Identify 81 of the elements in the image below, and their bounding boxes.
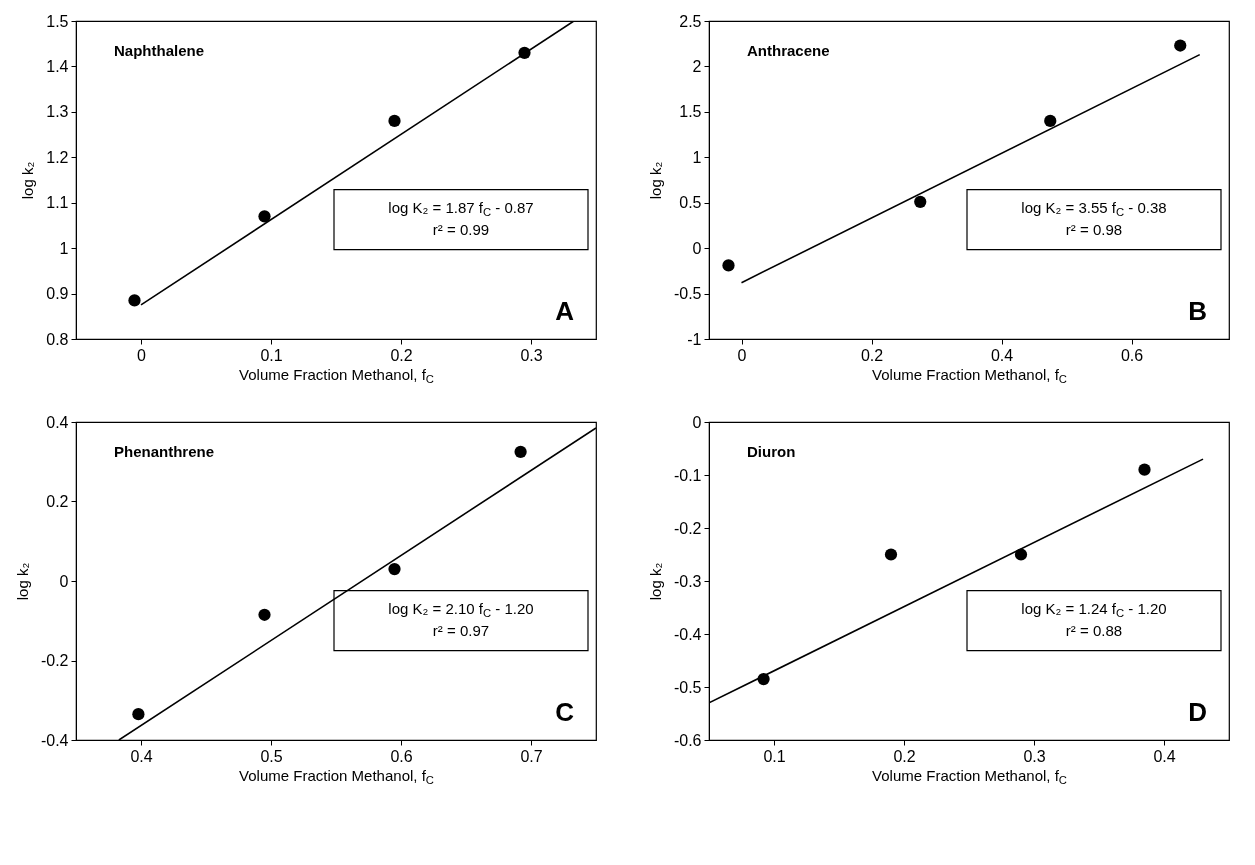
x-tick-label: 0.7 bbox=[520, 747, 543, 765]
annotation: log K₂ = 1.24 f$_{C}$ - 1.20 bbox=[1021, 599, 1167, 619]
point bbox=[1044, 114, 1057, 128]
y-tick-label: 1 bbox=[692, 148, 702, 166]
point bbox=[258, 210, 271, 223]
y-tick-label: 1.5 bbox=[679, 103, 702, 121]
x-axis-title: Volume Fraction Methanol, f$_{C}$ bbox=[239, 365, 434, 385]
x-axis-title: Volume Fraction Methanol, f$_{C}$ bbox=[872, 766, 1067, 786]
y-tick-label: 0.2 bbox=[46, 493, 69, 510]
y-tick-label: -0.4 bbox=[673, 625, 702, 643]
annotation: r² = 0.88 bbox=[1065, 621, 1123, 639]
annotation: C bbox=[555, 697, 575, 727]
x-tick-label: 0.6 bbox=[1120, 346, 1144, 364]
x-tick-label: 0.4 bbox=[990, 346, 1014, 364]
y-tick-label: 1.3 bbox=[46, 103, 69, 121]
y-tick-label: 0.9 bbox=[46, 285, 69, 303]
point bbox=[914, 195, 927, 208]
y-tick-label: 0.5 bbox=[679, 194, 702, 212]
x-tick-label: 0.3 bbox=[520, 346, 543, 364]
x-tick-label: 0.5 bbox=[260, 747, 283, 765]
y-tick-label: 0 bbox=[59, 572, 69, 590]
y-tick-label: 1.4 bbox=[46, 57, 69, 75]
text: Diuron bbox=[747, 443, 796, 460]
point bbox=[128, 294, 141, 307]
y-tick-label: -0.4 bbox=[40, 731, 69, 749]
x-tick-label: 0.1 bbox=[260, 346, 283, 364]
y-tick-label: -0.3 bbox=[673, 572, 702, 590]
y-axis-title: log k₂ bbox=[646, 161, 664, 200]
annotation: r² = 0.98 bbox=[1065, 220, 1123, 238]
annotation: log K₂ = 2.10 f$_{C}$ - 1.20 bbox=[388, 599, 534, 619]
y-tick-label: -0.5 bbox=[673, 285, 702, 303]
x-tick-label: 0.4 bbox=[1153, 747, 1176, 765]
text: Naphthalene bbox=[114, 42, 205, 59]
point bbox=[1138, 463, 1151, 476]
point bbox=[514, 445, 527, 458]
x-tick-label: 0.2 bbox=[893, 747, 916, 765]
y-tick-label: 1.5 bbox=[46, 12, 69, 30]
y-tick-label: 2 bbox=[692, 57, 702, 75]
y-tick-label: -0.6 bbox=[673, 731, 702, 749]
y-tick-label: -0.2 bbox=[40, 652, 69, 669]
y-axis-title: log k₂ bbox=[13, 562, 31, 601]
annotation: r² = 0.99 bbox=[432, 220, 490, 238]
y-tick-label: -0.5 bbox=[673, 678, 702, 696]
y-tick-label: -0.1 bbox=[673, 466, 702, 484]
x-tick-label: 0 bbox=[137, 346, 147, 364]
x-tick-label: 0.3 bbox=[1023, 747, 1046, 765]
y-tick-label: 1 bbox=[59, 239, 69, 257]
y-tick-label: -0.2 bbox=[673, 519, 702, 537]
y-tick-label: 1.1 bbox=[46, 194, 69, 212]
point bbox=[258, 608, 271, 621]
annotation: D bbox=[1188, 697, 1207, 727]
text: Anthracene bbox=[747, 42, 830, 59]
annotation: log K₂ = 1.87 f$_{C}$ - 0.87 bbox=[388, 198, 534, 218]
y-tick-label: 1.2 bbox=[46, 148, 69, 166]
x-tick-label: 0.4 bbox=[130, 747, 153, 765]
point bbox=[1174, 39, 1187, 52]
y-tick-label: -1 bbox=[687, 330, 702, 348]
y-tick-label: 2.5 bbox=[679, 12, 702, 30]
annotation: log K₂ = 3.55 f$_{C}$ - 0.38 bbox=[1021, 198, 1167, 218]
point bbox=[722, 259, 735, 272]
x-tick-label: 0.2 bbox=[390, 346, 413, 364]
x-tick-label: 0 bbox=[737, 346, 747, 364]
x-tick-label: 0.6 bbox=[390, 747, 413, 765]
x-tick-label: 0.2 bbox=[860, 346, 884, 364]
y-axis-title: log k₂ bbox=[19, 161, 37, 200]
y-tick-label: 0.4 bbox=[46, 413, 69, 431]
annotation: r² = 0.97 bbox=[432, 621, 490, 639]
x-axis-title: Volume Fraction Methanol, f$_{C}$ bbox=[872, 365, 1067, 385]
x-axis-title: Volume Fraction Methanol, f$_{C}$ bbox=[239, 766, 434, 786]
annotation: B bbox=[1188, 296, 1207, 326]
text: Phenanthrene bbox=[114, 443, 215, 460]
y-tick-label: 0 bbox=[692, 413, 702, 431]
y-axis-title: log k₂ bbox=[646, 562, 664, 601]
annotation: A bbox=[555, 296, 575, 326]
point bbox=[388, 114, 401, 128]
y-tick-label: 0 bbox=[692, 239, 702, 257]
point bbox=[132, 708, 145, 721]
point bbox=[388, 562, 401, 576]
y-tick-label: 0.8 bbox=[46, 330, 69, 348]
point bbox=[884, 548, 898, 561]
x-tick-label: 0.1 bbox=[763, 747, 786, 765]
